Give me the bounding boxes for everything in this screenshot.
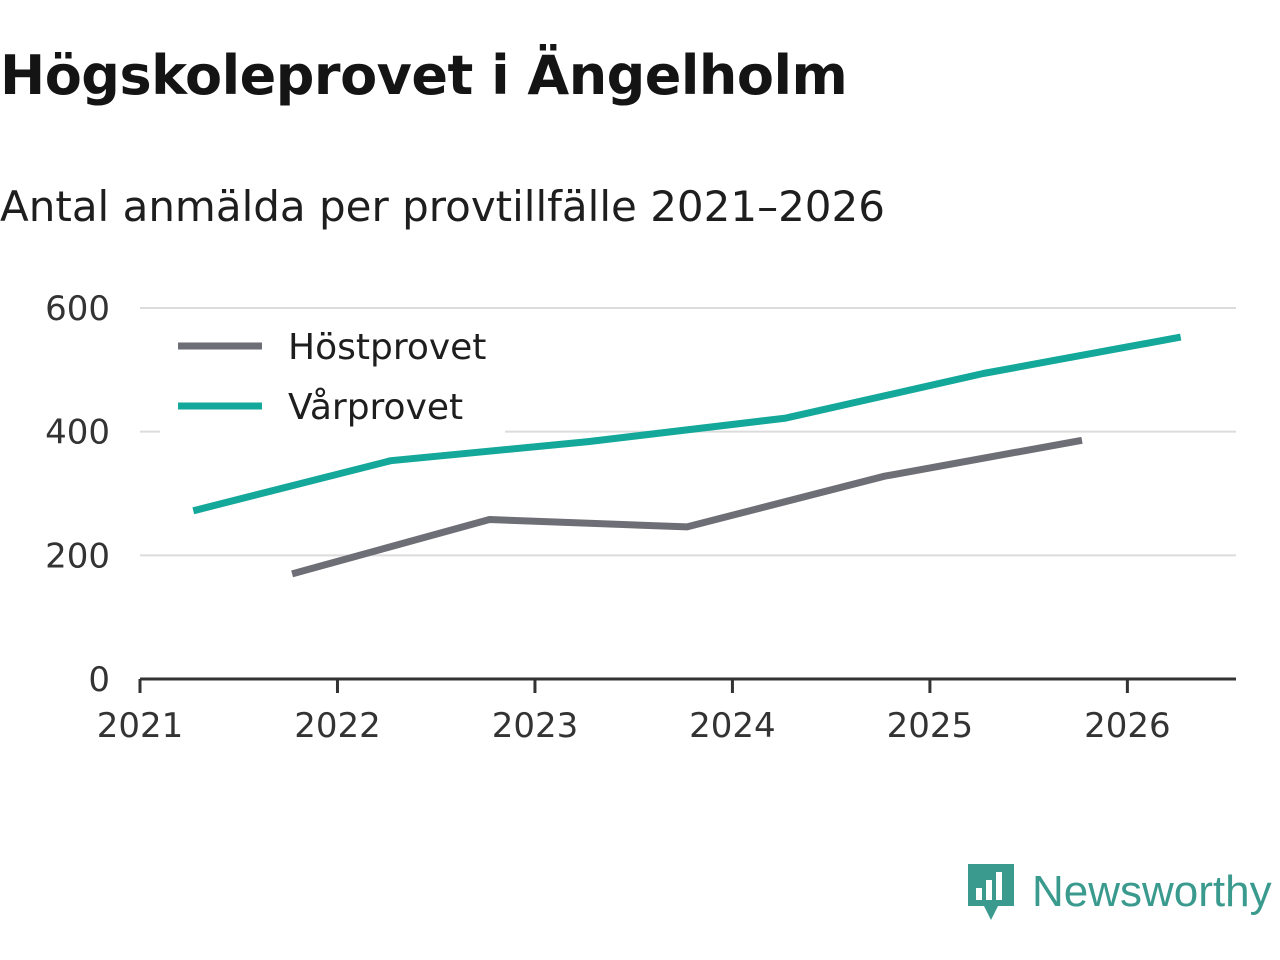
line-chart: Höstprovet Vårprovet 0 200 400 600 2021 2022 20… bbox=[45, 289, 1236, 746]
x-tick-label: 2023 bbox=[492, 706, 579, 746]
legend-backdrop bbox=[160, 312, 505, 462]
newsworthy-logo-icon bbox=[968, 864, 1014, 920]
y-tick-label: 0 bbox=[88, 660, 110, 700]
legend-label: Höstprovet bbox=[288, 327, 486, 368]
brand-name: Newsworthy bbox=[1032, 867, 1272, 916]
y-tick-label: 600 bbox=[45, 289, 110, 329]
x-tick-label: 2025 bbox=[887, 706, 974, 746]
y-tick-label: 400 bbox=[45, 413, 110, 453]
chart-subtitle: Antal anmälda per provtillfälle 2021–202… bbox=[0, 182, 885, 231]
chart-title: Högskoleprovet i Ängelholm bbox=[0, 44, 848, 107]
y-tick-label: 200 bbox=[45, 536, 110, 576]
series-line-hostprovet bbox=[291, 436, 1083, 578]
series-line-varprovet bbox=[192, 333, 1182, 515]
x-tick-label: 2024 bbox=[689, 706, 776, 746]
legend-label: Vårprovet bbox=[288, 387, 463, 428]
x-tick-label: 2021 bbox=[97, 706, 184, 746]
x-tick-label: 2022 bbox=[294, 706, 381, 746]
newsworthy-brand: Newsworthy bbox=[964, 862, 1272, 922]
x-tick-label: 2026 bbox=[1084, 706, 1171, 746]
